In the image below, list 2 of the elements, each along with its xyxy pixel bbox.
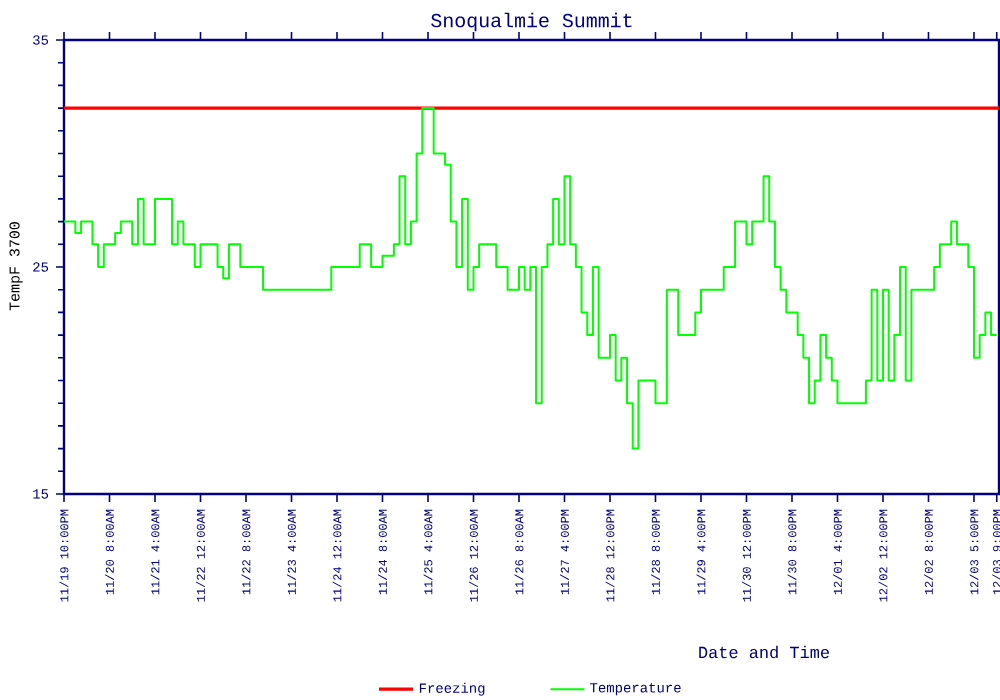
chart-title: Snoqualmie Summit — [431, 12, 632, 32]
x-axis-title: Date and Time — [699, 645, 829, 659]
